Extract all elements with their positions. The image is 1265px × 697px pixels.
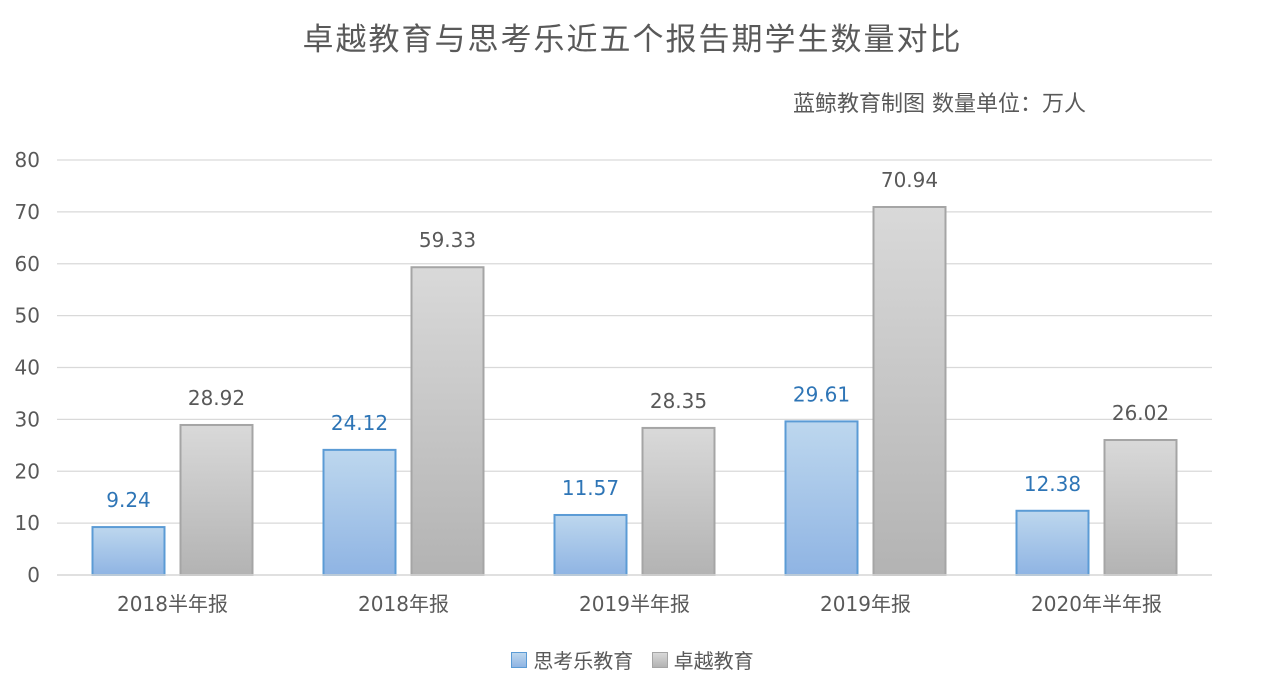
legend-item-series-0[interactable]: 思考乐教育 bbox=[511, 645, 633, 674]
data-label-series-1-2: 28.35 bbox=[650, 389, 707, 413]
y-tick-label-7: 70 bbox=[15, 200, 40, 224]
bar-series-0-0 bbox=[91, 526, 166, 577]
y-tick-label-8: 80 bbox=[15, 148, 40, 172]
data-label-series-0-0: 9.24 bbox=[106, 488, 151, 512]
y-tick-label-0: 0 bbox=[27, 563, 40, 587]
y-tick-label-1: 10 bbox=[15, 511, 40, 535]
data-label-series-0-3: 29.61 bbox=[793, 382, 850, 406]
legend-swatch-series-0 bbox=[511, 651, 528, 668]
chart-subtitle: 蓝鲸教育制图 数量单位：万人 bbox=[793, 92, 1086, 117]
chart-title: 卓越教育与思考乐近五个报告期学生数量对比 bbox=[302, 22, 963, 58]
bar-series-0-4 bbox=[1015, 509, 1090, 576]
y-tick-label-5: 50 bbox=[15, 304, 40, 328]
y-tick-label-2: 20 bbox=[15, 459, 40, 483]
x-tick-label-2: 2019半年报 bbox=[579, 592, 690, 616]
x-tick-label-1: 2018年报 bbox=[358, 592, 449, 616]
legend: 思考乐教育 卓越教育 bbox=[0, 645, 1265, 674]
bar-series-1-0 bbox=[179, 423, 254, 577]
bar-series-0-2 bbox=[553, 513, 628, 577]
bar-series-0-3 bbox=[784, 420, 859, 576]
bar-series-0-1 bbox=[322, 448, 397, 576]
legend-label-series-0: 思考乐教育 bbox=[533, 649, 634, 673]
data-label-series-0-2: 11.57 bbox=[562, 476, 619, 500]
data-label-series-1-3: 70.94 bbox=[881, 168, 938, 192]
data-label-series-0-1: 24.12 bbox=[331, 411, 388, 435]
y-tick-label-3: 30 bbox=[15, 407, 40, 431]
legend-label-series-1: 卓越教育 bbox=[673, 649, 754, 673]
x-tick-label-0: 2018半年报 bbox=[117, 592, 228, 616]
data-label-series-0-4: 12.38 bbox=[1024, 472, 1081, 496]
legend-swatch-series-1 bbox=[651, 651, 668, 668]
data-label-series-1-0: 28.92 bbox=[188, 386, 245, 410]
x-tick-label-4: 2020年半年报 bbox=[1031, 592, 1162, 616]
y-tick-label-6: 60 bbox=[15, 252, 40, 276]
bar-series-1-4 bbox=[1103, 439, 1178, 576]
bar-series-1-2 bbox=[641, 426, 716, 577]
bar-series-1-3 bbox=[872, 205, 947, 576]
data-label-series-1-1: 59.33 bbox=[419, 228, 476, 252]
x-tick-label-3: 2019年报 bbox=[820, 592, 911, 616]
data-label-series-1-4: 26.02 bbox=[1112, 401, 1169, 425]
legend-item-series-1[interactable]: 卓越教育 bbox=[651, 645, 754, 674]
bar-series-1-1 bbox=[410, 266, 485, 576]
y-tick-label-4: 40 bbox=[15, 356, 40, 380]
